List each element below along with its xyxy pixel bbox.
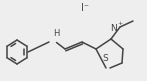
- Text: H: H: [53, 29, 60, 38]
- Text: N: N: [111, 24, 117, 33]
- Text: S: S: [102, 54, 108, 63]
- Text: I⁻: I⁻: [81, 3, 88, 13]
- Text: +: +: [117, 21, 122, 26]
